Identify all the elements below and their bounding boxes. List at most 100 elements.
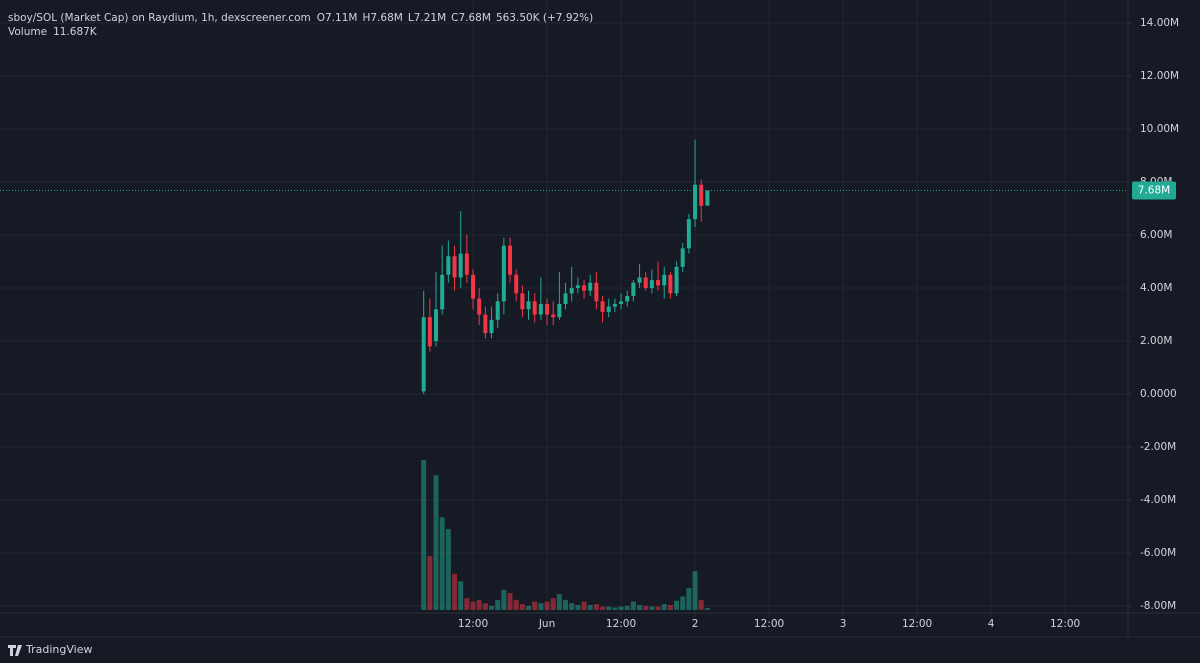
- axes: 14.00M12.00M10.00M8.00M6.00M4.00M2.00M0.…: [0, 17, 1179, 630]
- volume-bar: [452, 573, 458, 610]
- candle-body: [489, 319, 494, 334]
- volume-bar: [667, 604, 673, 610]
- volume-bar: [704, 608, 710, 610]
- x-tick-label: 12:00: [754, 618, 784, 630]
- volume-bar: [661, 604, 667, 610]
- volume-bar: [575, 604, 581, 610]
- candle-body: [551, 314, 556, 318]
- candle-body: [594, 282, 599, 302]
- candle-body: [520, 293, 525, 310]
- candle-body: [495, 301, 500, 320]
- candle-body: [514, 274, 519, 294]
- volume-layer: [421, 460, 710, 610]
- volume-bar: [532, 601, 538, 610]
- y-tick-label: 12.00M: [1140, 70, 1179, 82]
- x-tick-label: 3: [840, 618, 847, 630]
- volume-bar: [544, 601, 550, 610]
- candle-body: [680, 248, 685, 267]
- x-tick-label: 12:00: [606, 618, 636, 630]
- ohlc-value: 7.68M: [370, 12, 402, 24]
- ohlc-label: O: [317, 12, 325, 24]
- ohlc-label: H: [362, 12, 370, 24]
- last-price-box: [1132, 181, 1176, 200]
- candle-body: [471, 274, 476, 299]
- volume-bar: [427, 556, 433, 610]
- y-tick-label: 4.00M: [1140, 282, 1172, 294]
- candle-body: [557, 303, 562, 318]
- volume-bar: [501, 589, 507, 610]
- y-tick-label: -4.00M: [1140, 494, 1176, 506]
- volume-bar: [649, 606, 655, 610]
- candle-body: [693, 184, 698, 220]
- candle-body: [631, 282, 636, 296]
- volume-bar: [519, 604, 525, 610]
- volume-bar: [637, 604, 643, 610]
- candle-body: [545, 303, 550, 315]
- volume-bar: [464, 598, 470, 610]
- volume-value: 11.687K: [53, 26, 98, 38]
- candle-body: [508, 245, 513, 275]
- volume-bar: [476, 599, 482, 610]
- volume-bar: [495, 599, 501, 610]
- x-tick-label: Jun: [538, 618, 555, 630]
- volume-bar: [489, 605, 495, 610]
- ohlc-label: L: [408, 12, 414, 24]
- candle-body: [434, 309, 439, 342]
- volume-bar: [606, 606, 612, 610]
- candle-body: [582, 285, 587, 291]
- candle-body: [458, 253, 463, 278]
- candle-body: [674, 266, 679, 294]
- candle-body: [532, 301, 537, 315]
- volume-bar: [421, 460, 427, 610]
- x-tick-label: 12:00: [1050, 618, 1080, 630]
- volume-bar: [612, 607, 618, 610]
- candle-body: [649, 280, 654, 289]
- candle-body: [483, 314, 488, 334]
- ohlc-value: 7.68M: [458, 12, 490, 24]
- candle-body: [575, 285, 580, 289]
- ohlc-label: C: [451, 12, 458, 24]
- candle-body: [569, 288, 574, 294]
- volume-bar: [600, 606, 606, 610]
- candle-body: [600, 301, 605, 312]
- candle-body: [440, 274, 445, 310]
- volume-bar: [643, 605, 649, 610]
- volume-bar: [458, 581, 464, 610]
- volume-bar: [445, 529, 451, 610]
- volume-bar: [618, 606, 624, 610]
- volume-bar: [674, 600, 680, 610]
- chart-title: sboy/SOL (Market Cap) on Raydium, 1h, de…: [8, 12, 311, 24]
- volume-bar: [507, 593, 513, 610]
- candle-body: [421, 317, 426, 392]
- ohlc-value: 7.11M: [325, 12, 357, 24]
- volume-bar: [556, 593, 562, 610]
- volume-bar: [569, 603, 575, 610]
- x-tick-label: 4: [988, 618, 995, 630]
- change-value: 563.50K (+7.92%): [496, 12, 593, 24]
- volume-bar: [698, 599, 704, 610]
- y-tick-label: -2.00M: [1140, 441, 1176, 453]
- y-tick-label: 14.00M: [1140, 17, 1179, 29]
- candle-body: [606, 306, 611, 312]
- candle-body: [501, 245, 506, 302]
- y-tick-label: 0.0000: [1140, 388, 1177, 400]
- candle-body: [464, 253, 469, 275]
- volume-bar: [593, 604, 599, 610]
- candle-body: [643, 277, 648, 289]
- y-tick-label: 2.00M: [1140, 335, 1172, 347]
- volume-bar: [563, 599, 569, 610]
- volume-bar: [624, 605, 630, 610]
- volume-bar: [433, 475, 439, 610]
- candle-body: [538, 303, 543, 315]
- x-tick-label: 2: [692, 618, 699, 630]
- volume-bar: [526, 605, 532, 610]
- candle-body: [668, 274, 673, 294]
- candle-body: [526, 301, 531, 310]
- volume-bar: [470, 601, 476, 610]
- volume-bar: [538, 603, 544, 610]
- candle-body: [705, 190, 710, 206]
- candle-body: [612, 303, 617, 307]
- volume-bar: [692, 571, 698, 610]
- volume-bar: [439, 517, 445, 610]
- candle-body: [427, 317, 432, 347]
